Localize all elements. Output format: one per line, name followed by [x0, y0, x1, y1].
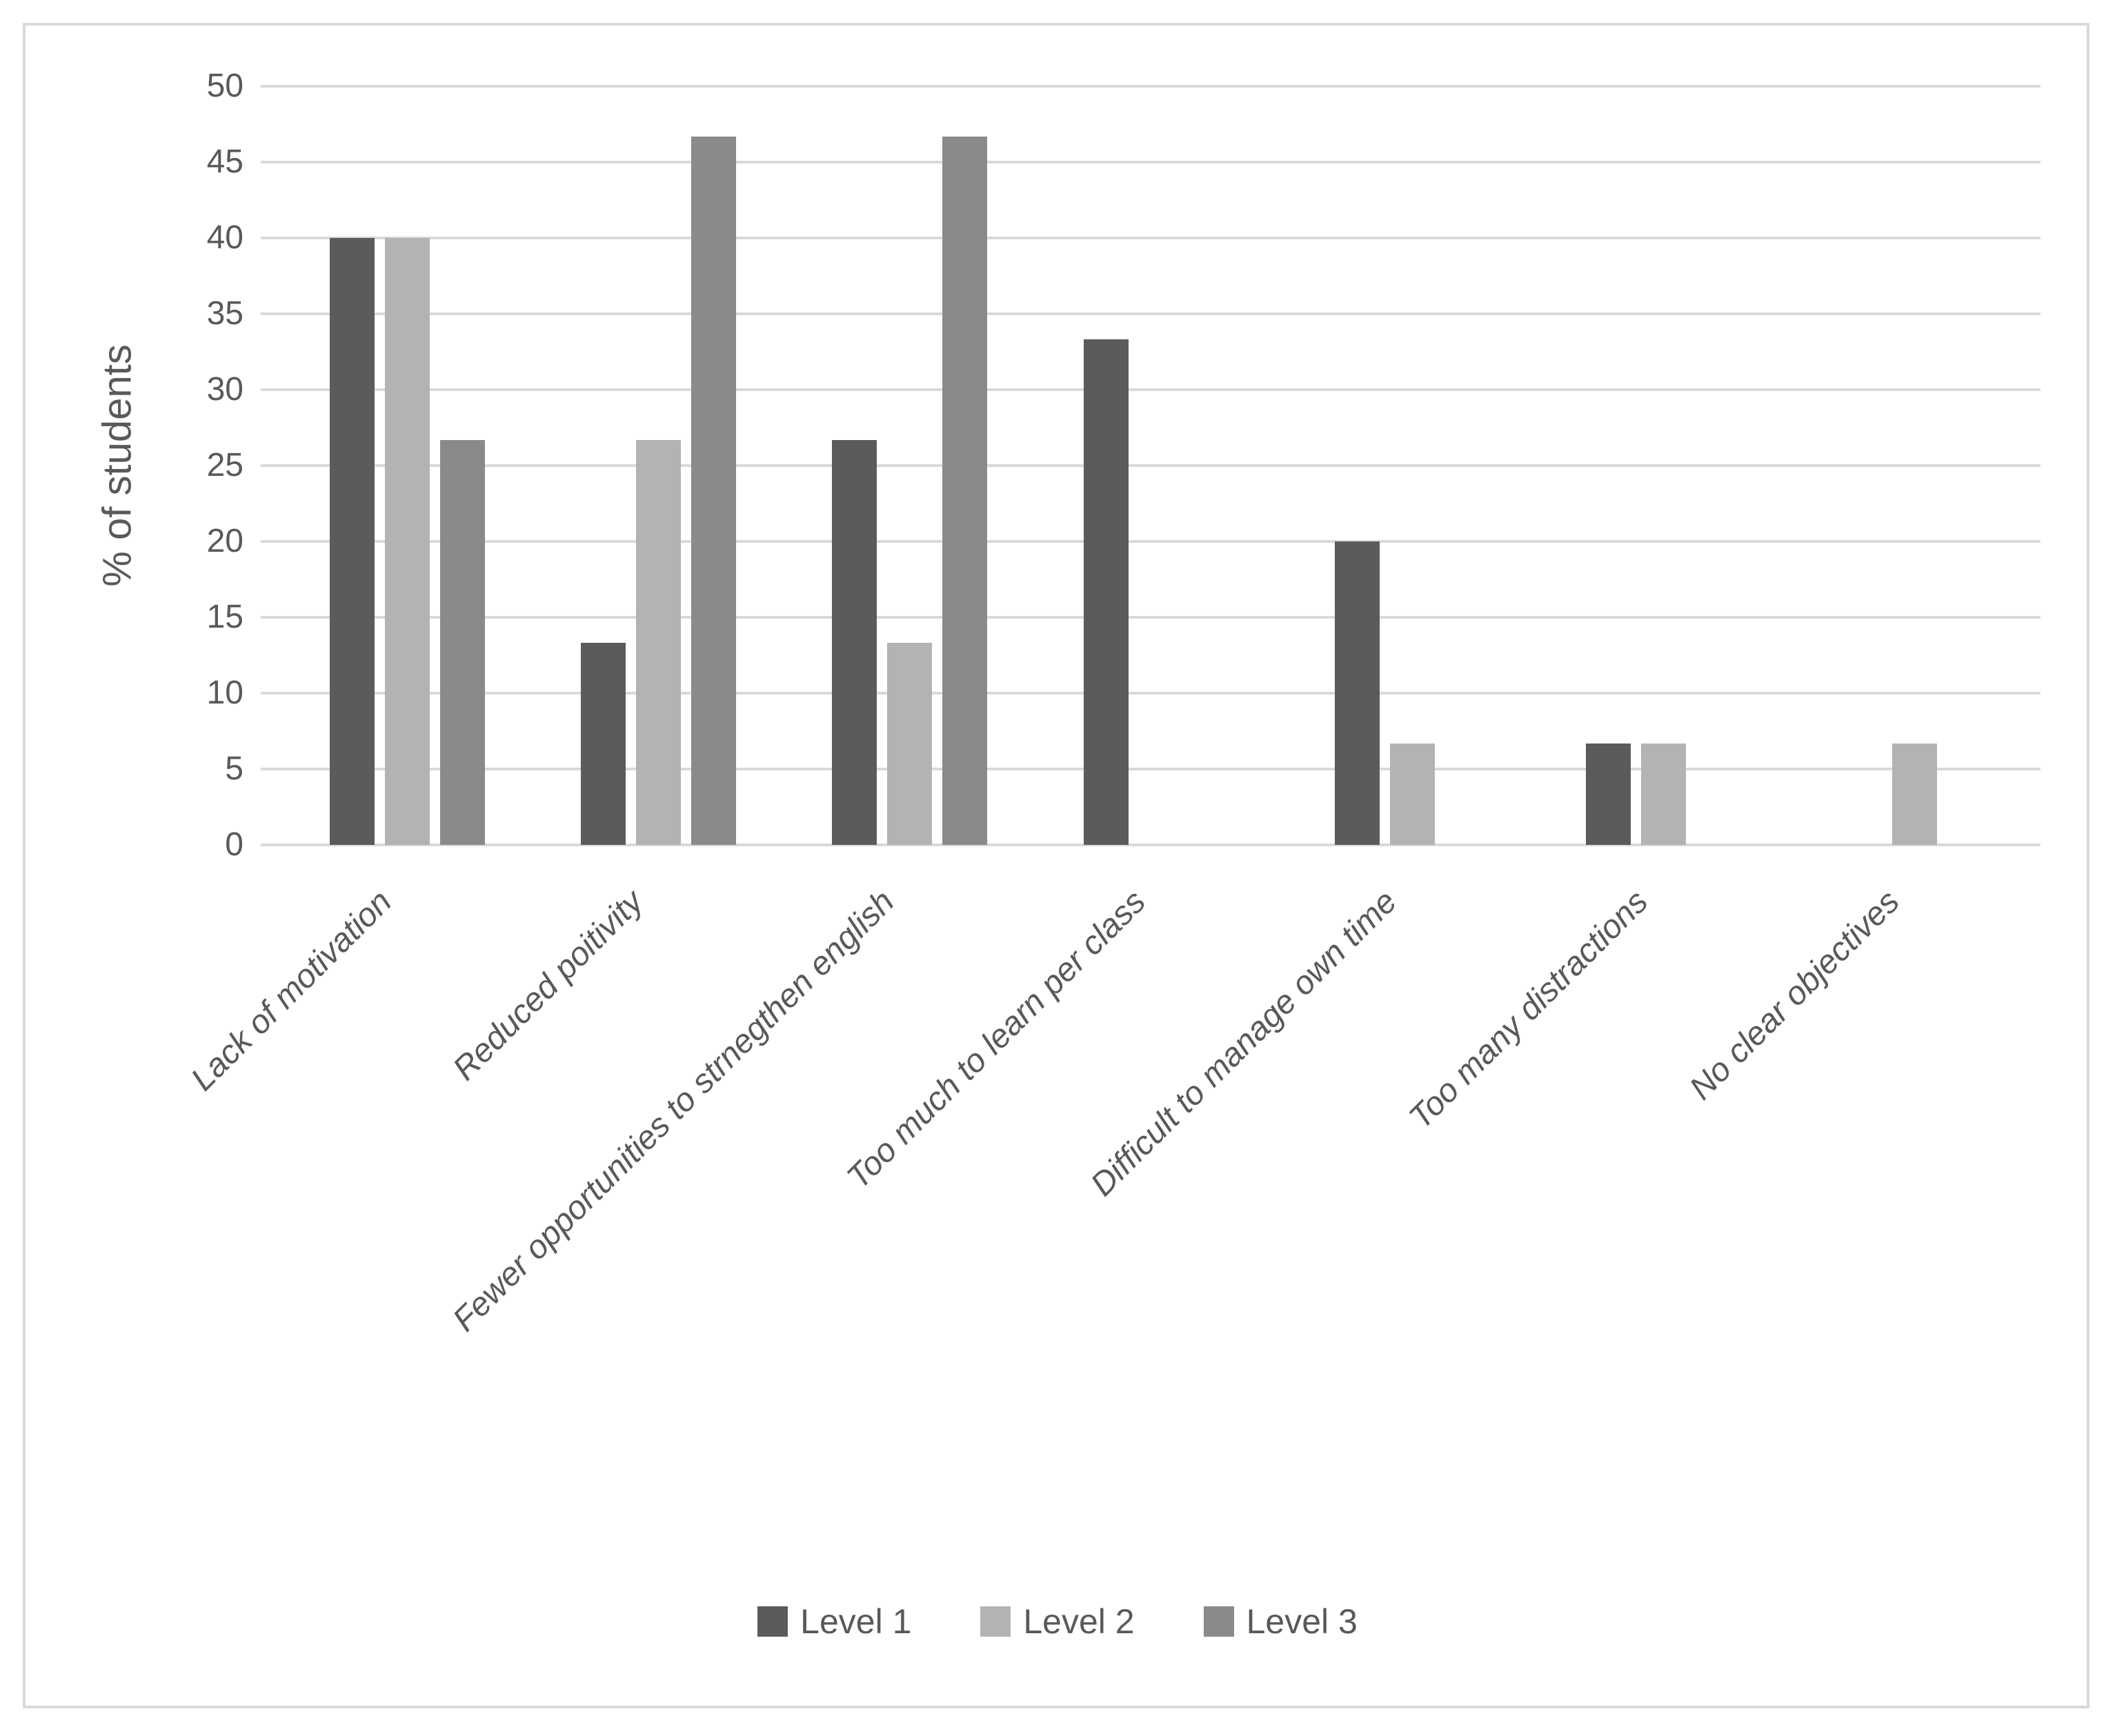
y-tick-label-40: 40: [206, 219, 244, 256]
legend-marker-icon: [1203, 1606, 1234, 1637]
bar-level1-category-5: [1334, 541, 1380, 845]
gridline-15: [281, 616, 2040, 619]
gridline-5: [281, 768, 2040, 770]
chart-border: [23, 23, 2089, 1708]
y-tick-label-5: 5: [225, 750, 244, 787]
legend-item-level-1: Level 1: [757, 1602, 911, 1642]
bar-level3-category-1: [439, 439, 485, 845]
bar-level2-category-7: [1892, 743, 1938, 845]
y-axis-tick-0: [261, 844, 281, 846]
y-tick-label-10: 10: [206, 675, 244, 711]
bar-level1-category-2: [580, 643, 626, 845]
y-axis-tick-15: [261, 616, 281, 619]
bar-level1-category-6: [1586, 743, 1631, 845]
bar-level2-category-1: [384, 238, 430, 845]
gridline-45: [281, 161, 2040, 163]
y-tick-label-35: 35: [206, 295, 244, 332]
bar-level1-category-3: [832, 439, 877, 845]
legend-label: Level 2: [1023, 1602, 1135, 1641]
y-axis-tick-30: [261, 388, 281, 391]
y-axis-tick-20: [261, 540, 281, 543]
legend-marker-icon: [980, 1606, 1011, 1637]
y-tick-label-30: 30: [206, 371, 244, 408]
gridline-20: [281, 540, 2040, 543]
y-tick-label-20: 20: [206, 523, 244, 559]
gridline-10: [281, 692, 2040, 695]
bar-level2-category-5: [1389, 743, 1435, 845]
legend-item-level-3: Level 3: [1203, 1602, 1358, 1642]
gridline-30: [281, 388, 2040, 391]
bar-level3-category-2: [691, 136, 736, 845]
bar-level2-category-3: [887, 643, 933, 845]
gridline-25: [281, 464, 2040, 467]
gridline-40: [281, 237, 2040, 239]
bar-level1-category-4: [1083, 339, 1129, 845]
legend-label: Level 3: [1246, 1602, 1358, 1641]
bar-level1-category-1: [329, 238, 375, 845]
y-tick-label-45: 45: [206, 143, 244, 180]
y-axis-tick-50: [261, 85, 281, 88]
gridline-35: [281, 312, 2040, 315]
y-tick-label-0: 0: [225, 826, 244, 863]
legend-marker-icon: [757, 1606, 788, 1637]
bar-level2-category-2: [635, 439, 681, 845]
y-axis-tick-10: [261, 692, 281, 695]
y-axis-tick-40: [261, 237, 281, 239]
y-tick-label-15: 15: [206, 599, 244, 635]
legend: Level 1 Level 2 Level 3: [0, 1602, 2115, 1642]
y-axis-tick-25: [261, 464, 281, 467]
gridline-50: [281, 85, 2040, 88]
y-tick-label-50: 50: [206, 68, 244, 104]
bar-level2-category-6: [1641, 743, 1687, 845]
y-axis-tick-35: [261, 312, 281, 315]
bar-level3-category-3: [942, 136, 988, 845]
legend-item-level-2: Level 2: [980, 1602, 1135, 1642]
gridline-0: [281, 844, 2040, 846]
y-axis-tick-45: [261, 161, 281, 163]
y-tick-label-25: 25: [206, 447, 244, 483]
plot-area: [261, 85, 2040, 846]
legend-label: Level 1: [800, 1602, 912, 1641]
y-axis-tick-5: [261, 768, 281, 770]
